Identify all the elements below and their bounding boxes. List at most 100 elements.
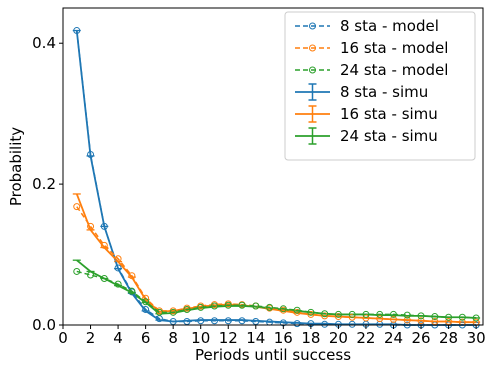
data-point [362,314,370,322]
series-line [76,30,477,326]
data-point [321,310,329,318]
data-point [403,316,411,324]
x-tick-label: 2 [86,329,96,347]
data-point [142,306,150,314]
x-tick-label: 28 [439,329,458,347]
data-point [417,312,425,320]
data-point [73,267,81,275]
data-point [445,317,453,325]
x-tick-label: 14 [246,329,265,347]
x-tick-label: 8 [168,329,178,347]
y-axis: 0.0 0.2 0.4 [32,34,63,334]
data-point [210,317,218,325]
data-point [389,315,397,323]
legend-swatch-marker [309,44,316,52]
data-point [293,320,301,328]
data-point [348,320,356,328]
data-point [128,272,136,280]
y-axis-label: Probability [7,127,25,206]
data-point [307,310,315,318]
data-point [169,308,177,316]
data-point [445,313,453,321]
legend-label: 16 sta - model [340,39,448,57]
data-point [389,310,397,318]
series-24-sta---model [73,267,480,322]
data-point [169,317,177,325]
series-line [76,270,477,319]
data-point [376,315,384,323]
x-tick-label: 26 [411,329,430,347]
data-point [87,151,95,159]
data-point [403,311,411,319]
data-point [321,320,329,328]
data-point [73,203,81,211]
data-point [87,222,95,230]
data-point [155,308,163,316]
series-layer [72,27,481,329]
legend-box [284,11,476,161]
data-point [362,310,370,318]
x-axis: 0 2 4 6 8 10 12 14 16 18 20 22 24 26 28 30 [58,325,485,347]
x-tick-label: 18 [301,329,320,347]
plot-area [62,7,484,329]
data-point [293,306,301,314]
data-point [472,314,480,322]
x-tick-label: 30 [467,329,485,347]
data-point [197,303,205,311]
series-line [75,193,477,324]
data-point [183,317,191,325]
legend-label: 24 sta - simu [340,127,438,145]
x-tick-label: 0 [58,329,68,347]
data-point [114,264,122,272]
data-point [252,317,260,325]
x-tick-label: 4 [113,329,123,347]
data-point [431,313,439,321]
x-tick-label: 10 [191,329,210,347]
data-point [197,317,205,325]
data-point [238,301,246,309]
y-tick-label: 0.4 [32,34,56,52]
data-point [431,317,439,325]
x-tick-label: 12 [219,329,238,347]
x-tick-label: 24 [384,329,403,347]
data-point [376,310,384,318]
data-point [458,313,466,321]
y-tick-label: 0.0 [32,316,56,334]
data-point [224,301,232,309]
data-point [142,298,150,306]
data-point [73,27,81,35]
data-point [348,310,356,318]
data-point [87,271,95,279]
data-point [210,302,218,310]
data-point [114,255,122,263]
legend-label: 8 sta - simu [340,83,428,101]
data-point [100,241,108,249]
data-point [307,308,315,316]
series-line [76,206,477,323]
data-point [128,287,136,295]
legend-label: 8 sta - model [340,17,439,35]
x-tick-label: 22 [356,329,375,347]
data-point [266,303,274,311]
data-point [114,280,122,288]
legend-label: 24 sta - model [340,61,448,79]
data-point [279,305,287,313]
x-tick-label: 6 [141,329,151,347]
data-point [238,317,246,325]
x-axis-label: Periods until success [195,346,351,364]
legend-swatch-marker [309,66,316,74]
y-tick-label: 0.2 [32,175,56,193]
data-point [417,317,425,325]
data-point [100,222,108,230]
data-point [252,302,260,310]
data-point [183,306,191,314]
x-tick-label: 16 [274,329,293,347]
plot-frame [62,7,484,326]
x-tick-label: 20 [329,329,348,347]
legend: 8 sta - model 16 sta - model 24 sta - mode… [284,11,476,161]
data-point [321,312,329,320]
data-point [334,310,342,318]
data-point [293,308,301,316]
data-point [100,275,108,283]
